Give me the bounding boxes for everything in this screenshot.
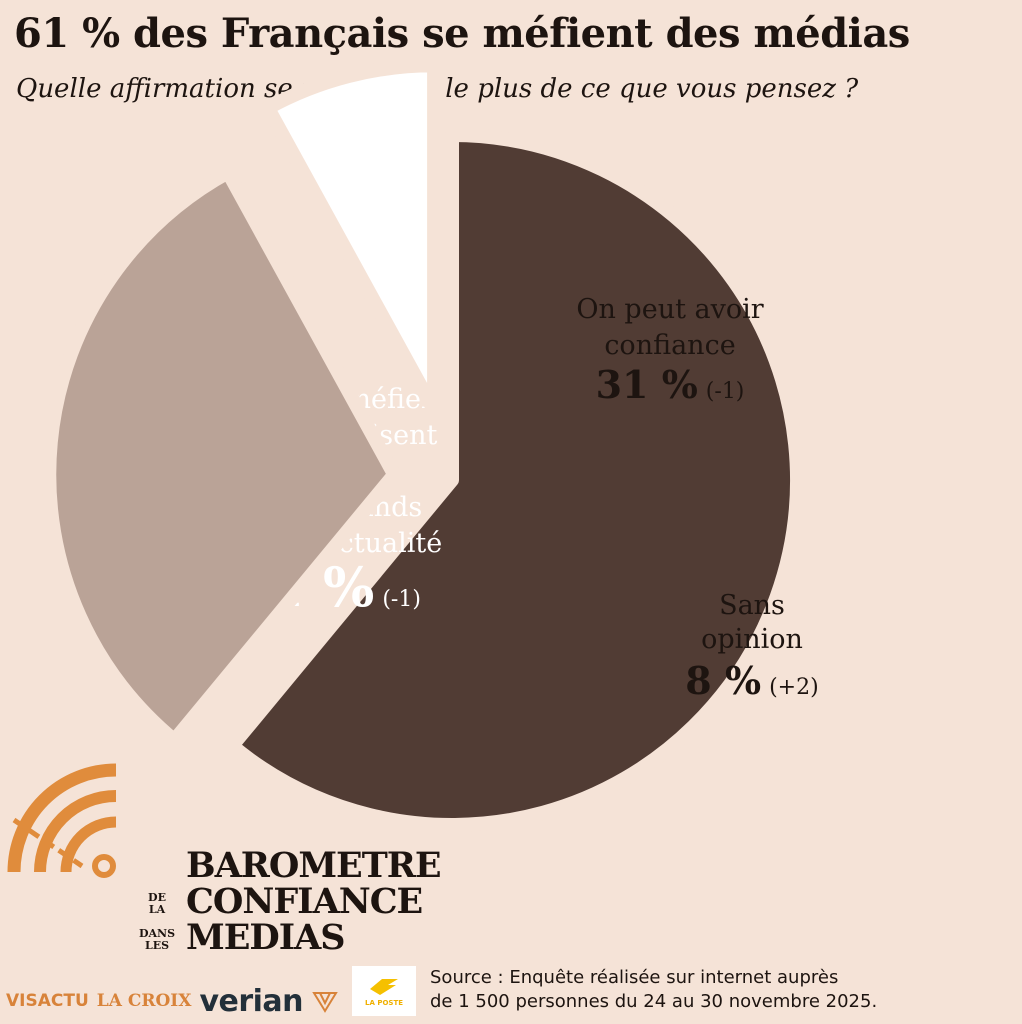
la-poste-bird-icon — [370, 979, 398, 995]
verian-mark-icon — [312, 992, 338, 1013]
baro-line-2: CONFIANCE — [186, 881, 423, 922]
slice-2-label-line: confiance — [604, 330, 735, 361]
baro-line-3: MEDIAS — [186, 917, 346, 958]
source-line-2: de 1 500 personnes du 24 au 30 novembre … — [430, 991, 878, 1012]
baro-small-les: LES — [144, 938, 170, 952]
barometre-wordmark: BAROMETRE DE LA CONFIANCE DANS LES MEDIAS — [128, 845, 442, 958]
visactu-logo: VISACTU — [6, 991, 89, 1011]
baro-small-dans: DANS — [138, 926, 176, 940]
baro-small-la: LA — [148, 902, 166, 916]
la-poste-label: LA POSTE — [365, 999, 403, 1007]
pie-slice-3 — [260, 58, 442, 418]
source-line-1: Source : Enquête réalisée sur internet a… — [430, 967, 839, 988]
verian-logo: verian — [199, 983, 304, 1019]
partner-logos: VISACTU LA CROIX verian — [6, 983, 339, 1019]
source-note: Source : Enquête réalisée sur internet a… — [430, 966, 877, 1014]
slice-2-label-line: On peut avoir — [576, 294, 763, 325]
chart-title: 61 % des Français se méfient des médias — [14, 10, 910, 57]
pie-slice-2 — [42, 165, 402, 748]
baro-line-1: BAROMETRE — [186, 845, 442, 886]
slice-2-value-label: 31 % (-1) — [596, 362, 745, 407]
pie-slice-1 — [225, 128, 804, 832]
la-poste-logo: LA POSTE — [352, 966, 416, 1016]
slice-3-label-line: Sans — [719, 590, 785, 621]
slice-3-label-line: opinion — [701, 624, 803, 655]
slice-3-value-label: 8 % (+2) — [685, 658, 818, 703]
la-croix-logo: LA CROIX — [96, 991, 192, 1011]
baro-small-de: DE — [148, 890, 166, 904]
barometre-logo-icon — [7, 763, 117, 878]
